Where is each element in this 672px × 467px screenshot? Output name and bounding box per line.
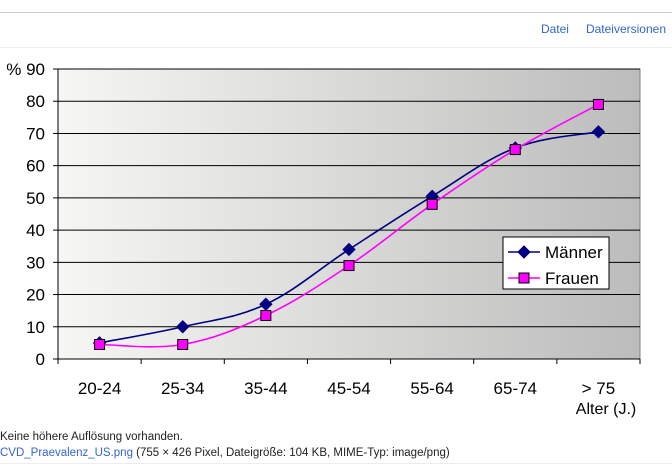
data-point-1-0 (94, 339, 106, 350)
tab-datei[interactable]: Datei (540, 22, 569, 36)
y-tick-label: 30 (26, 253, 45, 272)
x-tick-label: 20-24 (78, 379, 121, 398)
x-tick-label: > 75 (582, 379, 616, 398)
bottom-divider (0, 463, 672, 464)
tab-dateiversionen[interactable]: Dateiversionen (585, 22, 666, 36)
y-tick-label: 0 (36, 350, 45, 369)
legend-marker-1 (518, 272, 530, 284)
plot-area (57, 68, 641, 360)
x-tick-label: 55-64 (410, 379, 453, 398)
resolution-note: Keine höhere Auflösung vorhanden. (0, 431, 183, 443)
x-tick-label: 25-34 (161, 379, 204, 398)
data-point-0-3 (342, 242, 356, 257)
legend-marker-0 (517, 245, 531, 259)
divider (0, 47, 672, 48)
y-tick-label: 70 (26, 124, 45, 143)
file-link[interactable]: CVD_Praevalenz_US.png (0, 447, 133, 459)
y-tick-label: 20 (26, 286, 45, 305)
data-point-1-6 (592, 98, 604, 110)
data-point-1-4 (426, 198, 438, 210)
data-point-1-3 (343, 260, 355, 272)
data-point-1-2 (260, 310, 272, 321)
y-tick-label: 80 (26, 92, 45, 111)
y-tick-label: 60 (26, 157, 45, 176)
data-point-1-5 (509, 144, 521, 156)
data-point-1-1 (177, 339, 189, 350)
y-tick-label: % 90 (6, 60, 45, 79)
file-info: CVD_Praevalenz_US.png (755 × 426 Pixel, … (0, 447, 450, 459)
x-tick-label: 35-44 (244, 379, 287, 398)
top-edge (0, 0, 672, 13)
y-tick-label: 10 (26, 318, 45, 337)
data-point-0-6 (591, 125, 606, 139)
y-tick-label: 50 (26, 189, 45, 208)
data-point-0-1 (176, 320, 190, 334)
x-tick-label: 45-54 (327, 379, 370, 398)
file-details: (755 × 426 Pixel, Dateigröße: 104 KB, MI… (132, 447, 450, 459)
x-axis-title: Alter (J.) (576, 401, 636, 418)
legend-label-1: Frauen (545, 269, 599, 288)
legend-label-0: Männer (545, 243, 603, 262)
prevalence-chart: 0 10 20 30 40 50 60 70 80 % 90 20-24 25-34 35-44 45-5… (6, 60, 641, 418)
y-tick-label: 40 (26, 221, 45, 240)
x-tick-label: 65-74 (494, 379, 537, 398)
file-tabs: Datei Dateiversionen (541, 22, 666, 36)
